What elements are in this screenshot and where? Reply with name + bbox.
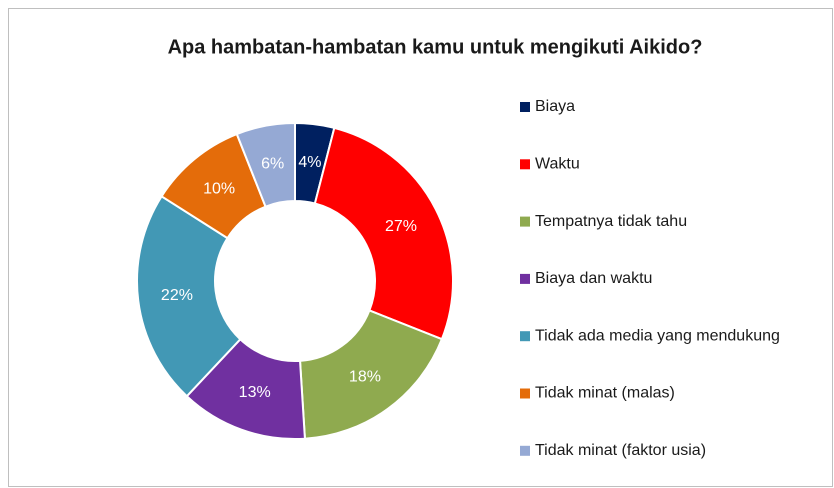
chart-title: Apa hambatan-hambatan kamu untuk mengiku… <box>168 36 703 58</box>
data-label: 22% <box>161 287 193 304</box>
data-label: 4% <box>298 154 321 171</box>
donut-slice <box>298 309 444 440</box>
data-label: 27% <box>385 218 417 235</box>
legend-swatch <box>520 273 530 284</box>
legend-label: Biaya <box>535 98 575 115</box>
legend-label: Tidak minat (malas) <box>535 385 675 402</box>
legend-swatch <box>520 102 530 112</box>
data-label: 6% <box>261 155 284 172</box>
legend-label: Waktu <box>535 156 580 173</box>
data-label: 13% <box>239 384 271 401</box>
legend-swatch <box>520 216 530 227</box>
data-label: 10% <box>203 181 235 198</box>
legend-label: Tidak minat (faktor usia) <box>535 442 706 459</box>
legend-swatch <box>520 388 530 399</box>
legend-swatch <box>520 331 530 342</box>
legend-label: Tidak ada media yang mendukung <box>535 327 780 344</box>
donut-slice <box>136 194 242 398</box>
donut-slice <box>313 126 454 341</box>
legend-label: Biaya dan waktu <box>535 270 652 287</box>
data-label: 18% <box>349 368 381 385</box>
legend-swatch <box>520 445 530 456</box>
legend-label: Tempatnya tidak tahu <box>535 213 687 230</box>
legend-swatch <box>520 159 530 170</box>
donut-slice <box>235 121 296 208</box>
